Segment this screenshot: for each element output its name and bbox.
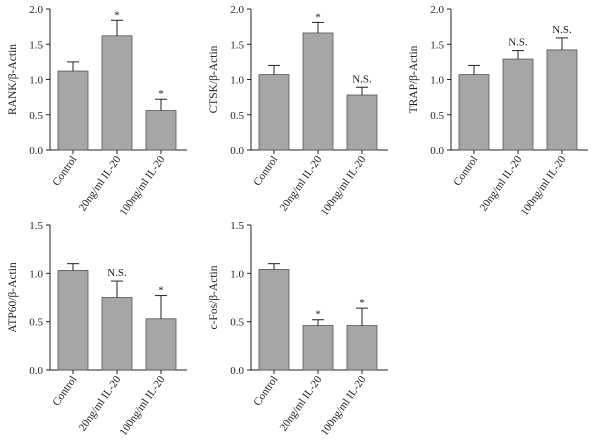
y-tick-label: 1.5 — [430, 39, 444, 51]
bar-2 — [302, 32, 334, 151]
category-label: Control — [451, 154, 480, 188]
y-tick-label: 0.5 — [29, 317, 43, 329]
y-tick-label: 1.5 — [230, 39, 244, 51]
bar-1 — [258, 74, 290, 151]
y-tick-label: 1.0 — [29, 268, 43, 280]
bar-2 — [101, 35, 133, 151]
y-axis-label: RANK/β-Actin — [7, 44, 19, 115]
category-label: 100ng/ml IL-20 — [117, 153, 167, 218]
y-tick-label: 1.0 — [230, 268, 244, 280]
bar-2 — [101, 297, 133, 371]
category-label: Control — [251, 154, 280, 188]
category-label: 20ng/ml IL-20 — [478, 153, 525, 213]
not-significant-label: N.S. — [508, 37, 528, 49]
category-label: Control — [50, 154, 79, 188]
significance-marker: * — [158, 285, 164, 297]
y-tick-label: 2.0 — [29, 4, 43, 16]
category-label: 100ng/ml IL-20 — [518, 153, 568, 218]
bar-1 — [458, 74, 490, 151]
y-axis-label: CTSK/β-Actin — [208, 45, 220, 113]
y-tick-label: 0.0 — [29, 365, 43, 377]
bar-3 — [346, 94, 378, 151]
category-label: 100ng/ml IL-20 — [318, 373, 368, 438]
chart-panel-2: 0.0 0.5 1.0 1.5 2.0 CTSK/β-Actin Control * 20ng/… — [208, 4, 388, 218]
category-label: 100ng/ml IL-20 — [318, 153, 368, 218]
y-tick-label: 1.0 — [230, 75, 244, 87]
bar-1 — [57, 70, 89, 151]
category-label: 20ng/ml IL-20 — [278, 153, 325, 213]
bar-3 — [145, 110, 177, 151]
bar-1 — [258, 269, 290, 371]
not-significant-label: N.S. — [552, 24, 572, 36]
y-tick-label: 0.0 — [29, 145, 43, 157]
y-tick-label: 0.5 — [29, 110, 43, 122]
bar-3 — [145, 318, 177, 371]
y-tick-label: 0.0 — [430, 145, 444, 157]
y-tick-label: 0.5 — [430, 110, 444, 122]
y-tick-label: 1.5 — [29, 39, 43, 51]
category-label: 20ng/ml IL-20 — [77, 153, 124, 213]
category-label: 100ng/ml IL-20 — [117, 373, 167, 438]
y-tick-label: 1.5 — [29, 220, 43, 232]
category-label: 20ng/ml IL-20 — [278, 373, 325, 433]
y-tick-label: 0.0 — [230, 145, 244, 157]
chart-panel-1: 0.0 0.5 1.0 1.5 2.0 RANK/β-Actin Control * 20ng/… — [7, 4, 187, 218]
y-tick-label: 0.0 — [230, 365, 244, 377]
significance-marker: * — [158, 88, 164, 100]
y-axis-label: ATP60/β-Actin — [7, 262, 19, 333]
y-tick-label: 1.5 — [230, 220, 244, 232]
significance-marker: * — [315, 309, 321, 321]
significance-marker: * — [114, 9, 120, 21]
significance-marker: * — [359, 297, 365, 309]
category-label: Control — [251, 374, 280, 408]
category-label: 20ng/ml IL-20 — [77, 373, 124, 433]
y-axis-label: TRAP/β-Actin — [408, 45, 420, 113]
chart-panel-5: 0.0 0.5 1.0 1.5 c-Fos/β-Actin Control * 20ng/ml… — [208, 220, 388, 438]
not-significant-label: N.S. — [352, 73, 372, 85]
y-tick-label: 0.5 — [230, 317, 244, 329]
chart-panel-3: 0.0 0.5 1.0 1.5 2.0 TRAP/β-Actin Control N.S. 20… — [408, 4, 588, 218]
not-significant-label: N.S. — [107, 267, 127, 279]
bar-2 — [502, 58, 534, 151]
y-tick-label: 2.0 — [430, 4, 444, 16]
bar-3 — [346, 325, 378, 371]
category-label: Control — [50, 374, 79, 408]
bar-3 — [546, 49, 578, 151]
y-tick-label: 1.0 — [29, 75, 43, 87]
y-axis-label: c-Fos/β-Actin — [208, 265, 220, 329]
bar-1 — [57, 270, 89, 371]
chart-panel-4: 0.0 0.5 1.0 1.5 ATP60/β-Actin Control N.S. 20ng… — [7, 220, 187, 438]
y-tick-label: 1.0 — [430, 75, 444, 87]
bar-2 — [302, 325, 334, 371]
significance-marker: * — [315, 11, 321, 23]
y-tick-label: 0.5 — [230, 110, 244, 122]
y-tick-label: 2.0 — [230, 4, 244, 16]
